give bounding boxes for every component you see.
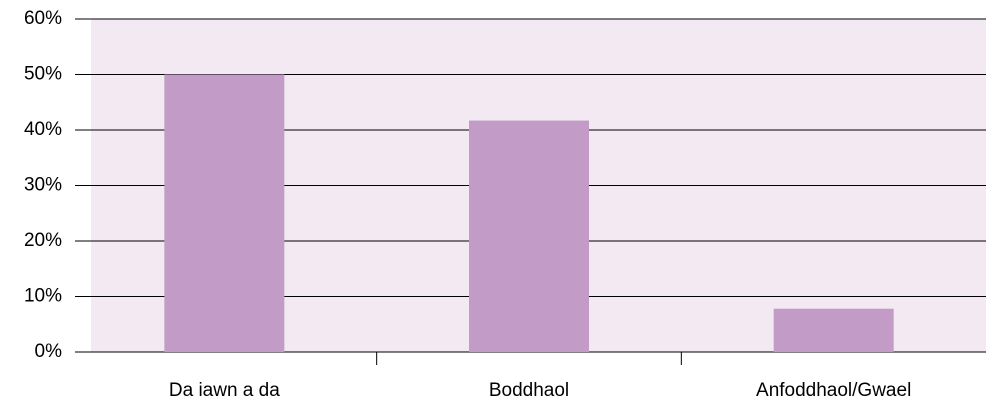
y-tick-label: 30% xyxy=(24,175,62,196)
y-tick-label: 10% xyxy=(24,286,62,307)
bar xyxy=(164,74,285,352)
y-tick-label: 50% xyxy=(24,64,62,85)
y-tick-label: 40% xyxy=(24,119,62,140)
bar xyxy=(469,120,589,352)
y-tick-label: 60% xyxy=(24,8,62,29)
x-tick-label: Boddhaol xyxy=(489,380,569,401)
y-tick-label: 0% xyxy=(35,341,63,362)
bar xyxy=(773,308,894,352)
y-tick-label: 20% xyxy=(24,230,62,251)
x-tick-label: Anfoddhaol/Gwael xyxy=(756,380,911,401)
x-tick-label: Da iawn a da xyxy=(169,380,280,401)
